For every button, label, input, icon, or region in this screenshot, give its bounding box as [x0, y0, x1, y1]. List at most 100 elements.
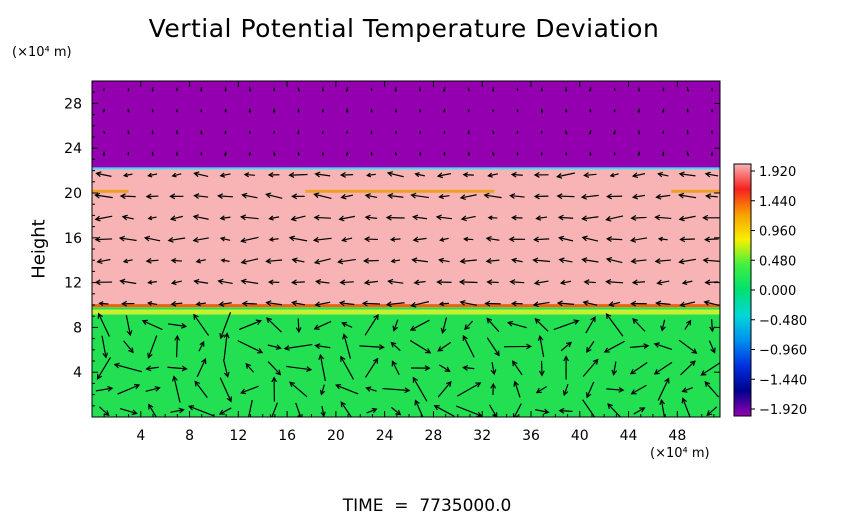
wind-vector	[589, 151, 592, 157]
x-tick-label: 32	[473, 428, 491, 444]
wind-vector	[532, 301, 550, 308]
wind-vector	[632, 317, 646, 332]
wind-vector	[516, 87, 519, 92]
wind-vector	[411, 257, 428, 264]
wind-vector	[709, 319, 716, 333]
wind-vector	[464, 320, 474, 331]
y-tick-label: 4	[73, 365, 82, 381]
wind-vector	[248, 108, 252, 114]
wind-vector	[172, 375, 181, 403]
wind-vector	[245, 362, 255, 373]
wind-vector	[127, 108, 130, 114]
wind-vector	[248, 130, 251, 135]
wind-vector	[704, 381, 720, 398]
wind-vector	[240, 258, 259, 265]
wind-vector	[655, 193, 671, 200]
wind-vector	[485, 258, 500, 264]
wind-vector	[678, 339, 698, 354]
wind-vector	[613, 129, 616, 136]
wind-vector	[661, 108, 665, 114]
wind-vector	[410, 192, 429, 199]
wind-vector	[113, 362, 142, 373]
wind-vector	[145, 193, 159, 200]
wind-vector	[606, 386, 625, 393]
colorbar-label: −1.920	[759, 403, 807, 418]
wind-vector	[119, 193, 136, 200]
wind-vector	[363, 279, 379, 286]
wind-vector	[297, 151, 300, 157]
wind-vector	[171, 172, 182, 178]
wind-vector	[175, 109, 179, 114]
wind-vector	[443, 151, 446, 157]
wind-vector	[94, 236, 113, 243]
wind-vector	[540, 108, 544, 114]
wind-vector	[167, 365, 188, 372]
x-tick-label: 12	[229, 428, 247, 444]
wind-vector	[580, 193, 599, 200]
lower-interface-band	[92, 309, 720, 315]
wind-vector	[219, 236, 231, 242]
wind-vector	[516, 130, 519, 135]
wind-vector	[510, 300, 523, 307]
wind-vector	[224, 108, 227, 114]
wind-vector	[533, 236, 550, 243]
wind-vector	[681, 387, 694, 393]
wind-vector	[586, 340, 595, 353]
wind-vector	[338, 300, 355, 307]
wind-vector	[286, 365, 313, 373]
wind-vector	[146, 301, 158, 306]
wind-vector	[538, 360, 545, 377]
wind-vector	[366, 172, 376, 178]
wind-vector	[318, 353, 326, 382]
wind-vector	[631, 172, 646, 179]
wind-vector	[363, 236, 378, 243]
wind-vector	[606, 193, 623, 200]
x-tick-label: 44	[620, 428, 638, 444]
wind-vector	[710, 130, 714, 135]
wind-vector	[485, 236, 500, 242]
wind-vector	[219, 312, 232, 340]
wind-vector	[121, 214, 134, 221]
wind-vector	[170, 300, 183, 307]
wind-vector	[266, 317, 282, 333]
wind-vector	[141, 319, 163, 331]
wind-vector	[686, 151, 690, 157]
x-tick-label: 4	[136, 428, 145, 444]
wind-vector	[630, 215, 647, 221]
wind-vector	[609, 172, 619, 178]
wind-vector	[241, 300, 257, 307]
wind-vector	[412, 236, 427, 243]
wind-vector	[657, 171, 669, 178]
wind-vector	[297, 108, 300, 114]
wind-vector	[467, 151, 471, 157]
wind-vector	[556, 193, 575, 200]
wind-vector	[195, 258, 206, 264]
wind-vector	[662, 87, 665, 92]
streak-1	[305, 189, 495, 193]
wind-vector	[148, 403, 157, 417]
wind-vector	[637, 151, 641, 157]
wind-vector	[174, 334, 181, 358]
wind-vector	[409, 319, 430, 331]
wind-vector	[607, 403, 622, 417]
wind-vector	[486, 279, 499, 286]
wind-vector	[321, 151, 325, 157]
wind-vector	[313, 320, 332, 330]
wind-vector	[553, 319, 580, 331]
wind-vector	[556, 172, 575, 179]
wind-vector	[678, 258, 696, 265]
wind-vector	[630, 384, 647, 395]
wind-vector	[457, 382, 482, 397]
wind-vector	[656, 279, 670, 286]
wind-vector	[194, 380, 208, 398]
wind-vector	[458, 279, 478, 285]
wind-vector	[273, 87, 276, 92]
wind-vector	[436, 172, 452, 179]
wind-vector	[516, 109, 519, 113]
wind-vector	[394, 108, 398, 114]
streak-2	[671, 189, 720, 193]
wind-vector	[678, 192, 697, 199]
wind-vector	[613, 109, 616, 113]
wind-vector	[370, 130, 373, 135]
wind-vector	[710, 151, 714, 157]
